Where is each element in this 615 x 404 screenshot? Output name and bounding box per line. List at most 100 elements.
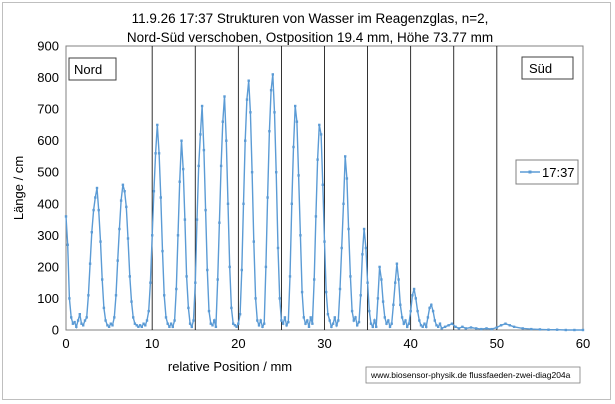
- y-tick-label: 600: [37, 133, 59, 148]
- data-point: [95, 186, 99, 190]
- data-point: [371, 325, 374, 328]
- data-point: [364, 246, 368, 250]
- data-point: [295, 120, 299, 123]
- data-point: [156, 123, 159, 127]
- data-point: [71, 322, 75, 325]
- data-point: [485, 327, 488, 330]
- data-point: [211, 324, 214, 327]
- data-point: [447, 324, 450, 327]
- data-point: [421, 325, 424, 328]
- data-point: [330, 325, 333, 328]
- data-point: [244, 139, 247, 142]
- data-point: [354, 316, 357, 319]
- data-point: [373, 319, 376, 322]
- data-point: [192, 319, 195, 322]
- legend-series-name: 17:37: [542, 165, 575, 180]
- data-point: [495, 326, 498, 329]
- data-point: [104, 319, 107, 322]
- data-point: [362, 227, 366, 231]
- y-tick-label: 700: [37, 102, 59, 117]
- data-point: [175, 287, 178, 291]
- data-point: [275, 171, 278, 174]
- data-point: [178, 180, 181, 183]
- data-point: [254, 297, 257, 300]
- data-point: [188, 322, 192, 325]
- data-point: [185, 275, 188, 278]
- data-point: [213, 319, 216, 322]
- data-point: [435, 324, 438, 327]
- data-point: [406, 325, 409, 328]
- data-point: [197, 164, 200, 168]
- data-point: [318, 123, 321, 127]
- data-point: [307, 325, 311, 328]
- data-point: [138, 324, 142, 327]
- data-point: [169, 322, 173, 325]
- data-point: [233, 324, 237, 327]
- data-point: [573, 328, 576, 332]
- data-point: [440, 327, 443, 330]
- data-point: [219, 164, 223, 168]
- data-point: [340, 246, 343, 250]
- data-point: [66, 243, 69, 246]
- data-point: [271, 73, 274, 76]
- data-point: [76, 319, 80, 322]
- data-point: [82, 324, 85, 327]
- series-group: [64, 73, 585, 332]
- y-tick-labels: 0 100 200 300 400 500 600 700 800 900: [37, 39, 59, 338]
- region-label-sued: Süd: [521, 56, 574, 80]
- data-point: [152, 190, 156, 193]
- data-point: [475, 327, 478, 330]
- data-point: [387, 319, 390, 322]
- data-point: [397, 278, 400, 281]
- data-point: [123, 190, 126, 193]
- data-point: [261, 325, 264, 328]
- data-point: [252, 240, 255, 243]
- data-point: [423, 322, 426, 325]
- data-point: [151, 234, 154, 237]
- data-point: [337, 319, 340, 322]
- data-point: [130, 300, 133, 303]
- data-point: [381, 300, 385, 303]
- legend: 17:37: [515, 159, 579, 185]
- data-point: [109, 322, 112, 325]
- data-point: [200, 104, 204, 108]
- data-point: [99, 240, 102, 243]
- data-point: [278, 297, 281, 300]
- data-point: [80, 322, 83, 325]
- data-point: [180, 139, 183, 142]
- data-point: [433, 319, 436, 322]
- data-point: [428, 306, 431, 310]
- data-point: [87, 294, 90, 297]
- data-point: [223, 95, 226, 98]
- x-tick-label: 60: [576, 336, 590, 351]
- y-tick-label: 500: [37, 165, 59, 180]
- data-point: [280, 319, 283, 322]
- data-point: [114, 294, 118, 297]
- data-point: [338, 287, 342, 291]
- data-point: [68, 297, 71, 300]
- data-point: [132, 316, 135, 319]
- data-point: [311, 322, 314, 325]
- data-point: [140, 325, 143, 328]
- data-point: [555, 328, 559, 331]
- data-point: [480, 327, 483, 331]
- data-point: [247, 79, 250, 82]
- data-point: [164, 316, 168, 319]
- data-point: [216, 278, 219, 281]
- data-point: [264, 265, 268, 269]
- data-point: [168, 325, 171, 328]
- data-point: [194, 281, 197, 284]
- data-point: [306, 319, 309, 322]
- data-point: [171, 325, 174, 328]
- data-point: [407, 322, 411, 325]
- data-point: [166, 322, 169, 325]
- data-point: [135, 324, 138, 327]
- vertical-grid-lines: [151, 46, 498, 330]
- y-axis-title: Länge / cm: [11, 156, 26, 220]
- data-point: [176, 234, 180, 237]
- data-point: [218, 221, 221, 224]
- data-point: [430, 303, 433, 306]
- data-point: [228, 265, 231, 269]
- data-point: [369, 322, 373, 325]
- x-tick-label: 10: [145, 336, 159, 351]
